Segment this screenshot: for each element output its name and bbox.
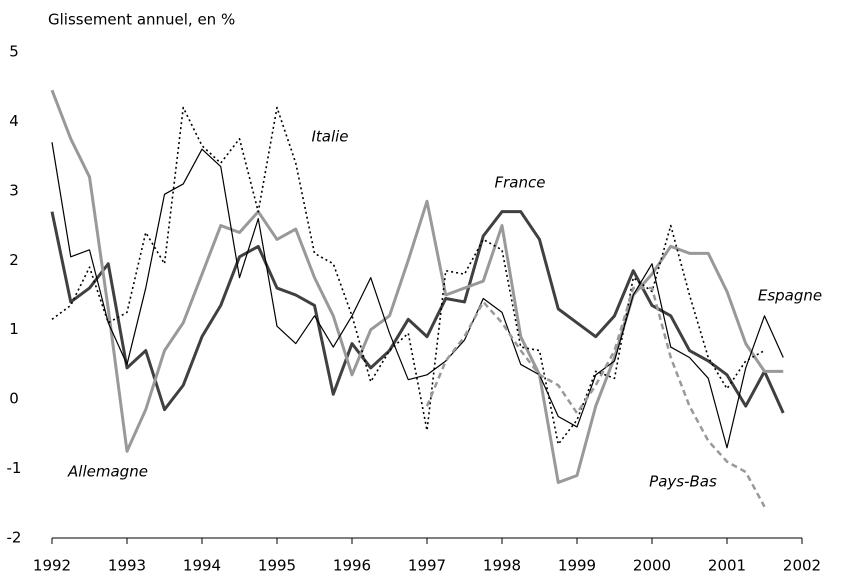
x-tick-label: 1998 bbox=[483, 557, 521, 575]
x-tick-label: 1996 bbox=[333, 557, 371, 575]
y-tick-label: 5 bbox=[9, 43, 19, 61]
y-tick-label: 3 bbox=[9, 181, 19, 199]
x-tick-label: 1995 bbox=[258, 557, 296, 575]
x-tick-label: 1993 bbox=[108, 557, 146, 575]
chart-title: Glissement annuel, en % bbox=[48, 11, 235, 29]
y-tick-label: -2 bbox=[7, 529, 22, 547]
series-label: Allemagne bbox=[67, 463, 148, 481]
x-tick-label: 2000 bbox=[633, 557, 671, 575]
x-tick-label: 1999 bbox=[558, 557, 596, 575]
y-tick-label: 4 bbox=[9, 112, 19, 130]
y-tick-label: 0 bbox=[9, 390, 19, 408]
series-label: Italie bbox=[311, 128, 348, 146]
x-tick-label: 1992 bbox=[33, 557, 71, 575]
series-label: Espagne bbox=[758, 287, 822, 305]
x-tick-label: 1997 bbox=[408, 557, 446, 575]
y-tick-label: 1 bbox=[9, 320, 19, 338]
x-tick-label: 2002 bbox=[783, 557, 821, 575]
series-label: France bbox=[495, 174, 546, 192]
y-tick-label: 2 bbox=[9, 251, 19, 269]
series-label: Pays-Bas bbox=[649, 473, 717, 491]
x-tick-label: 1994 bbox=[183, 557, 221, 575]
x-tick-label: 2001 bbox=[708, 557, 746, 575]
y-tick-label: -1 bbox=[7, 459, 22, 477]
series-line bbox=[50, 210, 785, 414]
series-line bbox=[51, 142, 784, 449]
series-line bbox=[51, 106, 765, 446]
series-line bbox=[50, 89, 784, 484]
